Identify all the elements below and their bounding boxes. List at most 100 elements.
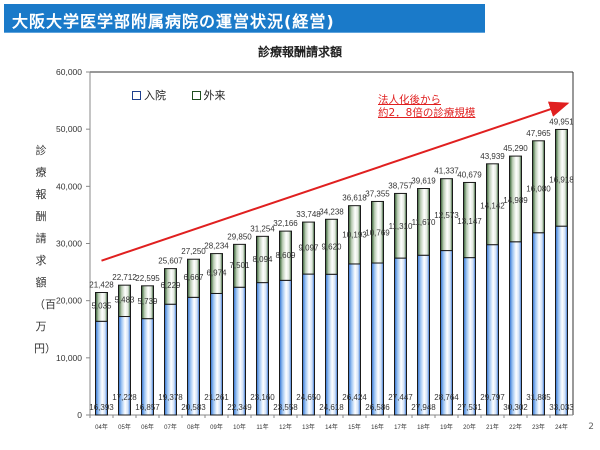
x-tick-label: 16年: [371, 423, 384, 431]
annotation-line-2: 約2．8倍の診療規模: [378, 107, 476, 119]
data-label-outpatient: 14,989: [503, 196, 528, 205]
data-label-inpatient: 27,531: [457, 403, 482, 412]
data-label-outpatient: 10,193: [342, 231, 367, 240]
data-label-outpatient: 9,097: [298, 244, 319, 253]
page-number: 2: [588, 422, 594, 432]
data-label-outpatient: 6,667: [183, 273, 204, 282]
bar-outpatient: [210, 253, 223, 294]
x-tick-label: 21年: [486, 423, 499, 431]
data-label-inpatient: 22,349: [227, 403, 252, 412]
data-label-total: 36,618: [342, 194, 367, 203]
legend-swatch-outpatient: [191, 90, 201, 100]
data-label-outpatient: 13,147: [457, 217, 482, 226]
data-label-inpatient: 24,650: [296, 393, 321, 402]
data-label-outpatient: 11,310: [389, 222, 413, 231]
x-tick-label: 18年: [417, 423, 430, 431]
y-axis-label: 診療報酬請求額（百万円）: [34, 144, 56, 355]
data-label-total: 41,337: [434, 167, 459, 176]
x-tick-label: 22年: [509, 423, 522, 431]
legend: 入院 外来: [132, 87, 248, 103]
data-label-outpatient: 6,229: [160, 281, 181, 290]
x-tick-label: 12年: [279, 423, 292, 431]
bar-outpatient: [371, 200, 384, 264]
data-label-total: 22,595: [135, 274, 160, 283]
x-tick-label: 07年: [164, 423, 177, 431]
bar-inpatient: [486, 244, 499, 416]
data-label-outpatient: 6,974: [206, 269, 227, 278]
y-tick-label: 10,000: [56, 353, 82, 363]
data-label-inpatient: 33,033: [549, 403, 574, 412]
data-label-outpatient: 16,918: [549, 176, 574, 185]
bar-outpatient: [348, 205, 361, 265]
legend-label-inpatient: 入院: [144, 89, 166, 102]
bar-outpatient: [417, 188, 430, 256]
data-label-outpatient: 7,501: [229, 261, 250, 270]
y-tick-label: 60,000: [56, 67, 82, 77]
bar-inpatient: [463, 257, 476, 416]
data-label-total: 47,965: [526, 129, 551, 138]
data-label-inpatient: 26,586: [365, 403, 390, 412]
bar-inpatient: [371, 262, 384, 416]
data-label-outpatient: 5,035: [91, 301, 112, 310]
data-label-total: 29,850: [227, 232, 252, 241]
data-label-total: 39,619: [411, 177, 436, 186]
data-label-outpatient: 9,620: [321, 243, 342, 252]
bar-outpatient: [486, 163, 499, 246]
data-label-outpatient: 8,094: [252, 255, 273, 264]
bar-outpatient: [440, 178, 453, 252]
y-tick-label: 30,000: [56, 239, 82, 249]
data-label-inpatient: 23,160: [250, 393, 275, 402]
data-label-inpatient: 19,378: [158, 393, 183, 402]
x-tick-label: 24年: [555, 423, 568, 431]
bar-inpatient: [302, 273, 315, 416]
data-label-inpatient: 24,618: [319, 403, 344, 412]
data-label-outpatient: 14,142: [480, 201, 505, 210]
x-tick-label: 20年: [463, 423, 476, 431]
x-tick-label: 04年: [95, 423, 108, 431]
bar-inpatient: [118, 316, 131, 416]
annotation-line-1: 法人化後から: [378, 94, 441, 106]
legend-item-outpatient: 外来: [191, 87, 226, 103]
y-tick-label: 0: [77, 410, 82, 420]
data-label-outpatient: 16,080: [526, 184, 551, 193]
x-tick-label: 05年: [118, 423, 131, 431]
legend-item-inpatient: 入院: [132, 87, 166, 103]
bar-inpatient: [417, 254, 430, 416]
x-tick-label: 08年: [187, 423, 200, 431]
y-tick-label: 50,000: [56, 124, 82, 134]
bar-inpatient: [532, 232, 545, 416]
data-label-outpatient: 5,739: [137, 297, 158, 306]
x-tick-label: 06年: [141, 423, 154, 431]
x-tick-label: 23年: [532, 423, 545, 431]
x-tick-label: 19年: [440, 423, 453, 431]
data-label-total: 22,712: [112, 273, 137, 282]
data-label-total: 40,679: [457, 170, 482, 179]
legend-swatch-inpatient: [132, 90, 141, 100]
x-tick-label: 09年: [210, 423, 223, 431]
bar-outpatient: [394, 192, 407, 259]
data-label-inpatient: 23,558: [273, 403, 298, 412]
bar-inpatient: [555, 225, 568, 416]
data-label-total: 37,355: [365, 189, 390, 198]
data-label-total: 27,250: [181, 247, 206, 256]
data-label-inpatient: 27,948: [411, 403, 436, 412]
bar-outpatient: [95, 292, 108, 322]
bar-inpatient: [141, 318, 154, 416]
bar-outpatient: [118, 284, 131, 318]
data-label-inpatient: 29,797: [480, 393, 505, 402]
data-label-outpatient: 12,573: [434, 211, 459, 220]
y-tick-label: 40,000: [56, 181, 82, 191]
data-label-inpatient: 31,885: [526, 393, 551, 402]
bar-outpatient: [509, 155, 522, 243]
bar-inpatient: [210, 292, 223, 416]
data-label-outpatient: 10,769: [365, 228, 390, 237]
x-tick-label: 13年: [302, 423, 315, 431]
data-label-total: 45,290: [503, 144, 528, 153]
chart-title: 診療報酬請求額: [257, 45, 342, 59]
bar-outpatient: [141, 285, 154, 320]
data-label-inpatient: 21,261: [204, 393, 229, 402]
trend-arrow: [101, 101, 570, 262]
bar-inpatient: [187, 296, 200, 416]
data-label-total: 28,234: [204, 242, 229, 251]
